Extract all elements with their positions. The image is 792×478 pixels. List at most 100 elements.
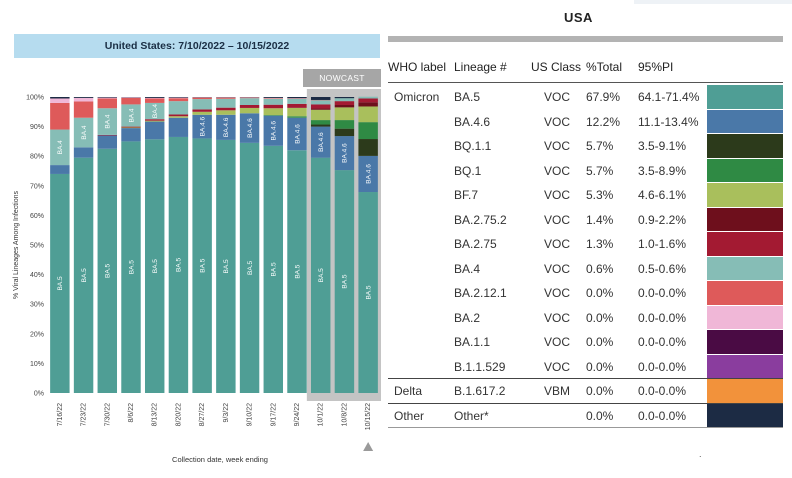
bar-segment-bf-7 [310, 109, 331, 121]
bar-segment-other- [144, 97, 165, 98]
color-swatch [707, 305, 783, 329]
bar-segment-bq-1-1 [310, 124, 331, 127]
bar-label: BA.5 [57, 276, 64, 290]
lineage-cell: BA.2.12.1 [454, 286, 507, 300]
y-tick-label: 30% [30, 302, 44, 309]
bar-label: BA.4.6 [247, 118, 254, 138]
bar-segment-other- [287, 97, 307, 99]
bar-segment-ba-4 [358, 96, 378, 99]
bar-label: BA.5 [176, 258, 183, 272]
bar-segment-ba-5 [192, 138, 212, 393]
bar-label: BA.4.6 [318, 132, 325, 152]
bar-label: BA.5 [81, 268, 88, 282]
pi-cell: 64.1-71.4% [638, 90, 700, 104]
bar-segment-ba-2-75 [287, 103, 307, 108]
bar-segment-ba-5 [216, 139, 236, 393]
bar-segment-ba-2-12-1 [144, 98, 165, 103]
table-top-bar [388, 36, 783, 42]
pct-cell: 1.4% [586, 212, 614, 227]
color-swatch [707, 109, 783, 133]
x-tick-label: 8/20/22 [175, 403, 182, 426]
bar-segment-ba-2-12-1 [121, 97, 141, 105]
pi-cell: 0.5-0.6% [638, 261, 687, 276]
x-axis-label: Collection date, week ending [172, 455, 268, 464]
bar-segment-ba-2 [121, 97, 141, 98]
bar-label: BA.4.6 [199, 116, 206, 136]
bar-segment-ba-5 [73, 157, 94, 393]
bar-segment-ba-2-75-2 [310, 108, 331, 110]
pi-cell: 0.0-0.0% [638, 286, 687, 300]
bar-segment-bf-7 [168, 116, 189, 118]
bar-segment-ba-2 [168, 97, 189, 99]
bar-segment-ba-4 [50, 129, 70, 166]
chart-title: United States: 7/10/2022 – 10/15/2022 [14, 34, 380, 58]
bar-segment-ba-2 [50, 98, 70, 103]
bar-segment-ba-2-12-1 [239, 97, 260, 99]
bar-segment-other- [73, 97, 94, 98]
bar-segment-ba-4-6 [192, 114, 212, 139]
bar-segment-bf-7 [216, 110, 236, 115]
bar-segment-ba-2-12-1 [50, 102, 70, 130]
bar-segment-bq-1-1 [358, 139, 378, 156]
who-label-cell: Omicron [394, 90, 440, 104]
bar-segment-ba-2-12-1 [97, 98, 118, 109]
bar-segment-ba-2-75 [263, 104, 284, 109]
bar-segment-ba-4 [239, 98, 260, 105]
bar-label: BA.5 [271, 262, 278, 276]
nowcast-label: NOWCAST [303, 69, 381, 87]
bar-segment-ba-2-75 [192, 109, 212, 112]
bar-segment-ba-2 [73, 97, 94, 102]
bar-segment-ba-2-75 [334, 101, 355, 105]
bar-segment-ba-2 [97, 97, 118, 99]
bar-label: BA.4.6 [223, 117, 230, 137]
bar-segment-ba-5 [287, 150, 307, 393]
who-label-cell: Other [394, 408, 425, 423]
lineage-cell: B.1.617.2 [454, 384, 506, 398]
class-cell: VOC [544, 188, 571, 202]
bar-label: BA.5 [128, 260, 135, 274]
pct-cell: 5.7% [586, 163, 614, 178]
bar-segment-ba-5 [263, 145, 284, 393]
pi-cell: 0.0-0.0% [638, 384, 687, 398]
bar-segment-ba-5 [168, 136, 189, 393]
pct-cell: 0.0% [586, 286, 614, 300]
lineage-cell: BA.5 [454, 90, 481, 104]
color-swatch [707, 232, 783, 256]
color-swatch [707, 379, 783, 403]
bar-segment-ba-4 [73, 117, 94, 148]
bar-label: BA.5 [294, 264, 301, 278]
bar-segment-ba-2-12-1 [73, 101, 94, 118]
bar-segment-ba-4 [310, 100, 331, 105]
bar-label: BA.5 [318, 268, 325, 282]
bar-segment-ba-2-75 [144, 119, 165, 121]
bar-segment-ba-4-6 [144, 121, 165, 140]
bar-label: BA.4.6 [294, 124, 301, 144]
class-cell: VOC [544, 359, 571, 374]
bar-segment-ba-4 [334, 98, 355, 102]
bar-segment-bf-7 [263, 108, 284, 116]
lineage-table-panel: USA WHO label Lineage # US Class %Total … [388, 0, 792, 478]
bar-segment-bq-1-1 [334, 128, 355, 137]
top-strip [634, 0, 792, 4]
pi-cell: 1.0-1.6% [638, 237, 687, 251]
pi-cell: 0.9-2.2% [638, 212, 687, 227]
y-tick-label: 100% [26, 95, 44, 102]
bar-segment-bf-7 [239, 107, 260, 114]
y-tick-label: 80% [30, 154, 44, 161]
class-cell: VOC [544, 335, 571, 349]
bar-segment-ba-5 [144, 139, 165, 393]
who-label-cell: Delta [394, 384, 423, 398]
bar-segment-ba-4-6 [216, 114, 236, 140]
class-cell: VOC [544, 139, 571, 153]
bar-segment-bq-1 [263, 115, 284, 116]
bar-segment-other- [334, 97, 355, 99]
lineage-cell: BA.2.75.2 [454, 212, 507, 227]
y-tick-label: 50% [30, 243, 44, 250]
class-cell: VOC [544, 212, 571, 227]
stacked-bar-chart: 0% 10% 20% 30% 40% 50% 60% 70% 80% 90% 100% % Viral… [13, 89, 381, 451]
bar-segment-ba-5 [239, 142, 260, 393]
group-rule [388, 378, 783, 379]
lineage-cell: BA.2.75 [454, 237, 497, 251]
pct-cell: 0.0% [586, 408, 614, 423]
bar-segment-ba-4-6 [239, 113, 260, 143]
